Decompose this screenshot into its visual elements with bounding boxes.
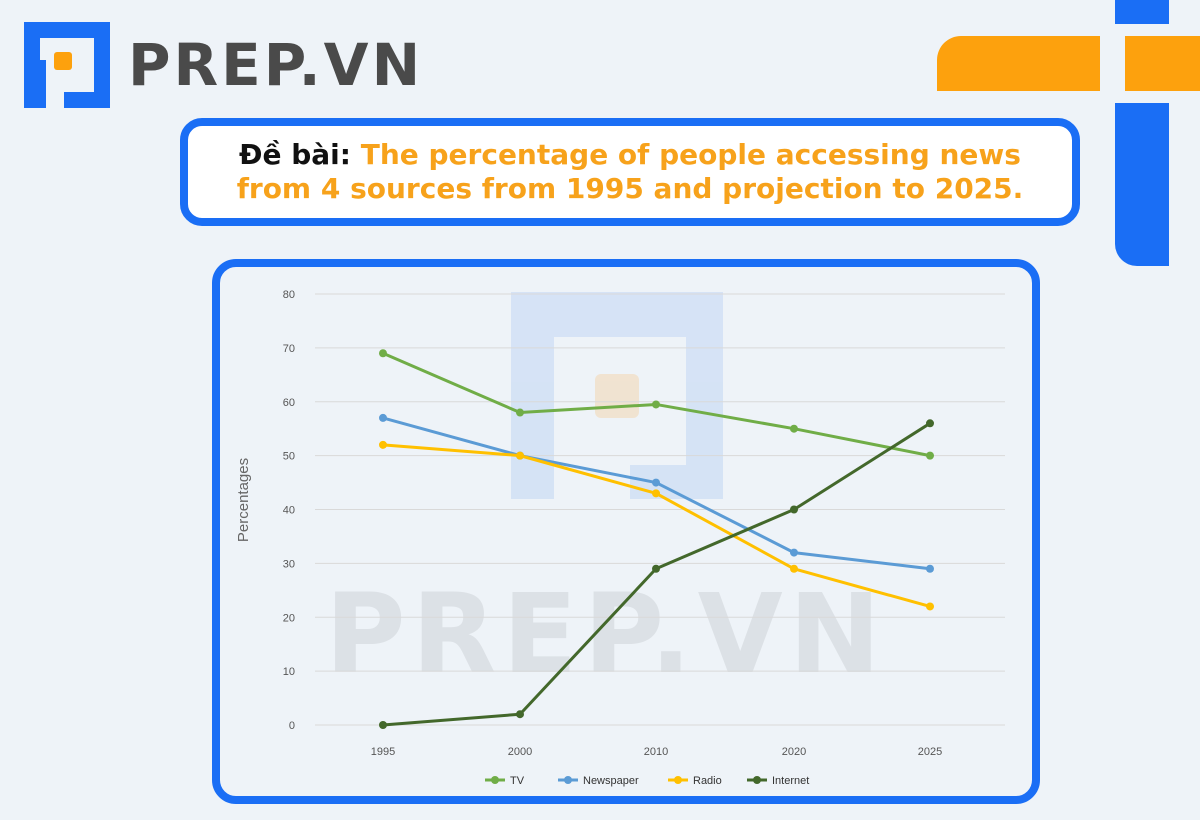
data-point-internet xyxy=(790,505,798,514)
prompt-body: The percentage of people accessing news … xyxy=(236,138,1024,205)
legend-label-radio: Radio xyxy=(693,775,722,787)
data-point-radio xyxy=(790,564,798,573)
legend-marker-radio xyxy=(674,776,682,784)
prompt-text: Đề bài: The percentage of people accessi… xyxy=(222,138,1038,206)
y-tick-label: 20 xyxy=(283,612,295,624)
data-point-internet xyxy=(652,564,660,573)
x-tick-label: 2000 xyxy=(508,746,532,758)
data-point-newspaper xyxy=(790,548,798,557)
data-point-radio xyxy=(926,602,934,611)
prompt-label: Đề bài: xyxy=(239,138,351,171)
y-tick-label: 80 xyxy=(283,289,295,301)
legend-marker-internet xyxy=(753,776,761,784)
data-point-tv xyxy=(516,408,524,417)
watermark-logo xyxy=(511,292,723,499)
prep-logo-icon xyxy=(24,22,110,108)
data-point-radio xyxy=(516,451,524,460)
y-axis-label: Percentages xyxy=(235,458,252,542)
y-tick-label: 30 xyxy=(283,558,295,570)
decor-blue-bar xyxy=(1115,103,1169,266)
data-point-newspaper xyxy=(652,478,660,487)
brand-name: PREP.VN xyxy=(128,31,424,99)
data-point-internet xyxy=(926,419,934,428)
legend: TV Newspaper Radio Internet xyxy=(485,775,809,787)
y-tick-label: 60 xyxy=(283,397,295,409)
x-tick-label: 1995 xyxy=(371,746,395,758)
legend-marker-newspaper xyxy=(564,776,572,784)
x-tick-labels: 1995 2000 2010 2020 2025 xyxy=(371,746,942,758)
chart-card: PREP.VN 0 10 20 30 40 50 60 70 80 1995 2000 2010 20… xyxy=(212,259,1040,804)
data-point-tv xyxy=(790,424,798,433)
brand-logo: PREP.VN xyxy=(24,22,423,108)
decor-orange-bar xyxy=(937,36,1100,91)
y-tick-label: 70 xyxy=(283,343,295,355)
data-point-radio xyxy=(652,489,660,498)
y-tick-label: 40 xyxy=(283,505,295,517)
x-tick-label: 2010 xyxy=(644,746,668,758)
legend-label-newspaper: Newspaper xyxy=(583,775,639,787)
legend-label-tv: TV xyxy=(510,775,525,787)
data-point-tv xyxy=(926,451,934,460)
y-tick-labels: 0 10 20 30 40 50 60 70 80 xyxy=(283,289,295,732)
data-point-newspaper xyxy=(926,564,934,573)
y-tick-label: 10 xyxy=(283,666,295,678)
data-point-newspaper xyxy=(379,413,387,422)
line-chart: PREP.VN 0 10 20 30 40 50 60 70 80 1995 2000 2010 20… xyxy=(235,289,1005,787)
legend-label-internet: Internet xyxy=(772,775,809,787)
y-tick-label: 50 xyxy=(283,451,295,463)
data-point-radio xyxy=(379,440,387,449)
data-point-tv xyxy=(379,349,387,358)
data-point-tv xyxy=(652,400,660,409)
watermark-text: PREP.VN xyxy=(325,570,887,698)
x-tick-label: 2020 xyxy=(782,746,806,758)
legend-marker-tv xyxy=(491,776,499,784)
series-lines xyxy=(379,349,934,729)
decor-blue-bar-top xyxy=(1115,0,1169,24)
decor-orange-square xyxy=(1125,36,1200,91)
prompt-box: Đề bài: The percentage of people accessi… xyxy=(180,118,1080,226)
y-tick-label: 0 xyxy=(289,720,295,732)
data-point-internet xyxy=(379,721,387,729)
gridlines xyxy=(315,293,1005,726)
data-point-internet xyxy=(516,710,524,719)
x-tick-label: 2025 xyxy=(918,746,942,758)
